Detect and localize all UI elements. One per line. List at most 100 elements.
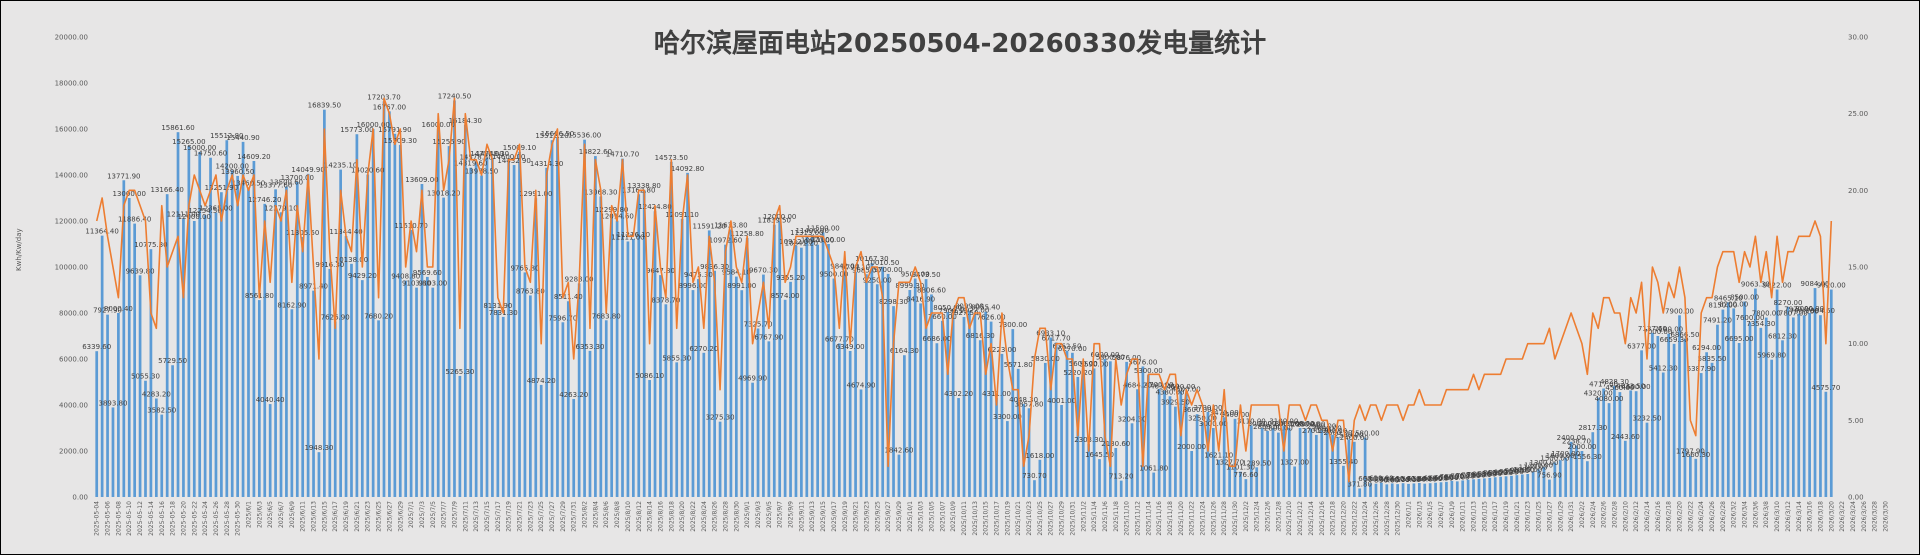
bar	[1222, 417, 1226, 497]
bar	[1689, 455, 1692, 497]
bar	[1174, 406, 1177, 497]
data-label: 2400.00	[1340, 434, 1369, 442]
bar	[583, 139, 586, 498]
data-label: 14749.30	[476, 150, 509, 158]
bar	[1520, 474, 1524, 497]
x-tick-label: 2025/12/10	[1286, 501, 1293, 536]
bar	[1190, 451, 1194, 497]
data-label: 4874.20	[527, 377, 556, 385]
data-label: 6659.30	[1660, 336, 1689, 344]
data-label: 6270.00	[1058, 345, 1087, 353]
bar	[1081, 368, 1085, 497]
bar	[301, 236, 305, 497]
data-label: 15255.90	[432, 138, 465, 146]
data-label: 700.00	[1440, 473, 1465, 481]
data-label: 15440.90	[226, 134, 259, 142]
data-label: 15861.60	[161, 124, 194, 132]
bar	[447, 146, 451, 498]
bar	[1705, 352, 1708, 497]
bar	[176, 132, 180, 497]
bar	[160, 414, 164, 497]
data-label: 13338.80	[627, 182, 660, 190]
data-label: 8500.00	[1730, 294, 1759, 302]
bar	[1092, 368, 1096, 497]
data-label: 770.00	[1461, 471, 1486, 479]
x-tick-label: 2025-05-26	[213, 501, 220, 536]
data-label: 5220.20	[1063, 369, 1092, 377]
data-label: 14750.60	[194, 150, 227, 158]
data-label: 12000.00	[178, 213, 211, 221]
x-tick-label: 2026/1/13	[1471, 501, 1478, 532]
x-tick-label: 2025/11/24	[1200, 501, 1207, 536]
bar	[1087, 444, 1091, 497]
bar	[1038, 459, 1042, 497]
data-label: 4560.00	[1605, 384, 1634, 392]
data-label: 4263.20	[559, 391, 588, 399]
bar	[133, 223, 137, 498]
x-tick-label: 2026/2/10	[1622, 501, 1629, 532]
x-tick-label: 2025/11/2	[1080, 501, 1087, 532]
data-label: 4001.00	[1047, 397, 1076, 405]
bar	[637, 194, 641, 497]
bar	[1558, 460, 1562, 497]
data-label: 3000.00	[1286, 420, 1315, 428]
bar	[165, 194, 169, 498]
data-label: 5835.50	[1698, 355, 1727, 363]
x-tick-label: 2025/9/21	[853, 501, 860, 532]
data-label: 11364.40	[85, 228, 118, 236]
data-label: 6812.30	[1768, 332, 1797, 340]
bar	[919, 303, 922, 497]
bar	[789, 281, 792, 497]
data-label: 550.00	[1375, 476, 1400, 484]
bar	[1569, 441, 1573, 497]
data-label: 640.00	[1429, 474, 1454, 482]
bar	[1157, 388, 1161, 497]
data-label: 11400.00	[796, 227, 829, 235]
bar	[1781, 340, 1784, 497]
data-label: 13166.40	[150, 186, 183, 194]
data-label: 580.00	[1413, 476, 1438, 484]
bar	[940, 320, 944, 497]
data-label: 8971.40	[299, 283, 328, 291]
bar	[203, 215, 207, 497]
data-label: 1618.00	[1025, 452, 1054, 460]
data-label: 980.00	[1510, 466, 1535, 474]
bar	[1369, 483, 1372, 497]
bar	[1455, 481, 1459, 497]
bar	[1098, 459, 1101, 497]
x-tick-label: 2025/7/5	[430, 501, 437, 528]
bar	[1678, 315, 1681, 497]
bar	[1596, 397, 1600, 497]
x-tick-label: 2025/11/28	[1221, 501, 1228, 536]
y-tick-label: 4000.00	[59, 402, 88, 410]
bar	[1347, 439, 1351, 497]
bar	[1450, 480, 1454, 497]
bar	[1033, 480, 1036, 497]
x-tick-label: 2025/6/7	[278, 501, 285, 528]
bar	[122, 180, 126, 497]
data-label: 8996.00	[678, 282, 707, 290]
x-tick-label: 2025/9/5	[766, 501, 773, 528]
data-label: 6362.50	[1053, 343, 1082, 351]
data-label: 8465.10	[1714, 294, 1743, 302]
data-label: 5590.00	[1080, 360, 1109, 368]
bar	[426, 276, 429, 497]
data-label: 7800.00	[1752, 310, 1781, 318]
bar	[317, 452, 321, 497]
data-label: 14750.00	[470, 150, 503, 158]
data-label: 8999.30	[895, 282, 924, 290]
bar	[263, 203, 267, 497]
x-tick-label: 2025/10/9	[950, 501, 957, 532]
data-label: 6695.00	[1725, 335, 1754, 343]
data-label: 15536.00	[568, 132, 601, 140]
x-tick-label: 2026/3/24	[1850, 501, 1857, 532]
data-label: 6270.20	[689, 345, 718, 353]
data-label: 4631.00	[1150, 382, 1179, 390]
bar	[393, 133, 397, 498]
bar	[117, 312, 120, 497]
bar	[1759, 327, 1763, 497]
bar	[599, 196, 603, 497]
bar	[1613, 385, 1616, 497]
data-label: 7000.00	[1643, 328, 1672, 336]
y2-tick-label: 20.00	[1848, 187, 1868, 195]
